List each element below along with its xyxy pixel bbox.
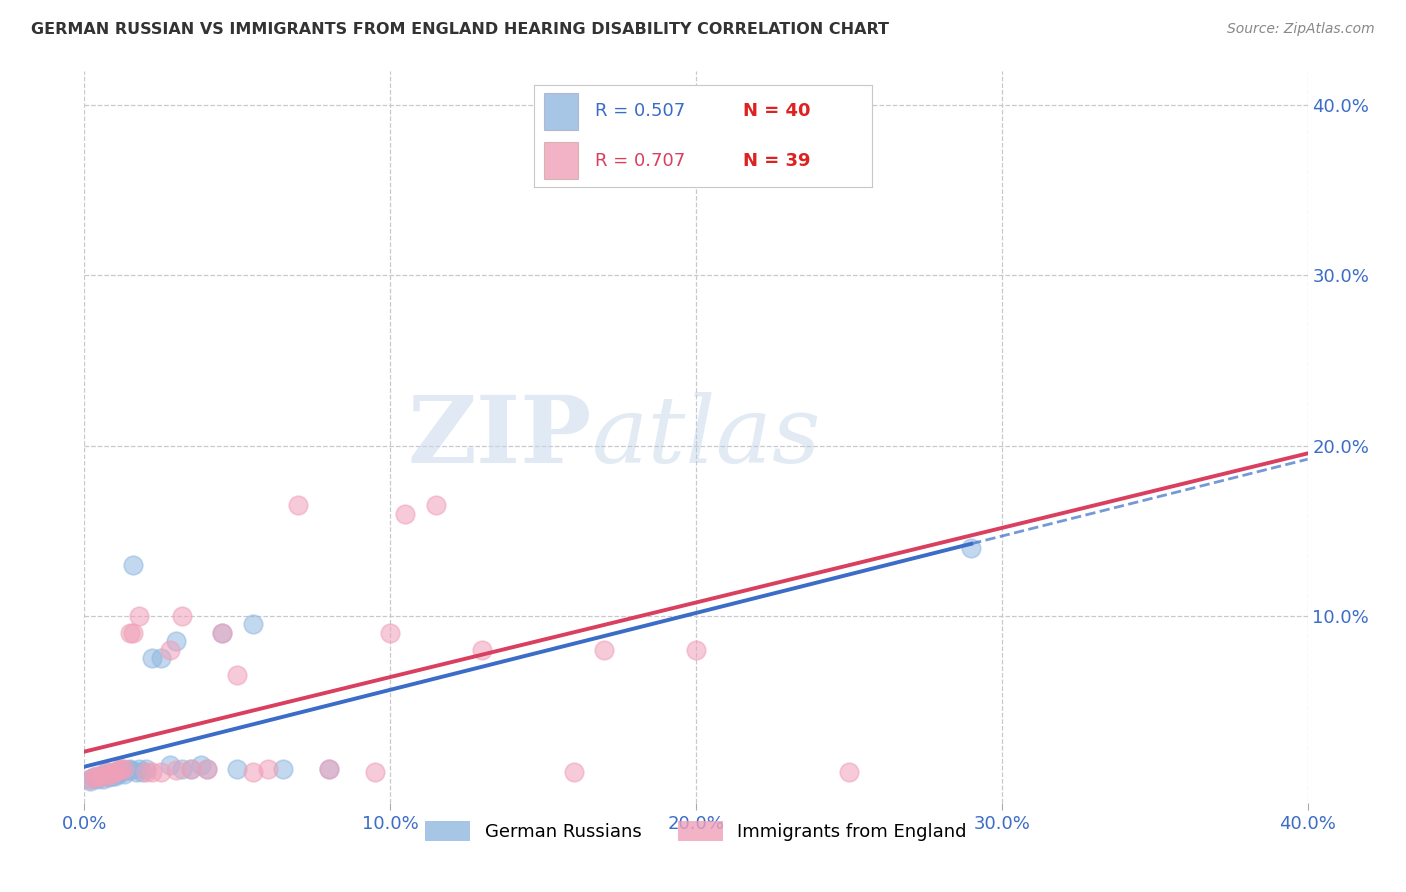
Point: [112, 767, 135, 781]
Text: atlas: atlas: [592, 392, 821, 482]
Point: [128, 608, 150, 623]
Point: [135, 762, 157, 776]
FancyBboxPatch shape: [544, 93, 578, 130]
Text: R = 0.507: R = 0.507: [595, 103, 685, 120]
Point: [79, 773, 101, 788]
Point: [562, 765, 585, 780]
Point: [115, 764, 138, 778]
Point: [89, 770, 111, 784]
Point: [141, 765, 163, 780]
Point: [159, 758, 181, 772]
Point: [685, 642, 707, 657]
Point: [180, 762, 202, 776]
Point: [122, 625, 145, 640]
Point: [120, 625, 142, 640]
Point: [425, 498, 447, 512]
Point: [149, 765, 172, 780]
Point: [141, 651, 163, 665]
Point: [195, 762, 218, 776]
Point: [165, 764, 187, 778]
Text: Source: ZipAtlas.com: Source: ZipAtlas.com: [1227, 22, 1375, 37]
Point: [94, 768, 117, 782]
Point: [94, 768, 117, 782]
Point: [104, 765, 127, 780]
Point: [83, 770, 105, 784]
Point: [89, 768, 111, 782]
Point: [287, 498, 309, 512]
Point: [380, 625, 402, 640]
Point: [104, 768, 127, 782]
Point: [180, 762, 202, 776]
Point: [135, 765, 157, 780]
Point: [97, 767, 120, 781]
Point: [91, 767, 114, 781]
Point: [91, 772, 114, 786]
Point: [131, 765, 153, 780]
Point: [226, 762, 249, 776]
Text: ZIP: ZIP: [408, 392, 592, 482]
Point: [110, 762, 132, 776]
Point: [593, 642, 616, 657]
Point: [122, 558, 145, 572]
Point: [125, 765, 148, 780]
Point: [107, 767, 129, 781]
Point: [242, 617, 264, 632]
Point: [318, 762, 340, 776]
Point: [149, 651, 172, 665]
Point: [471, 642, 494, 657]
Point: [83, 770, 105, 784]
Point: [159, 642, 181, 657]
Text: R = 0.707: R = 0.707: [595, 152, 685, 169]
Point: [79, 772, 101, 786]
Point: [97, 770, 120, 784]
Point: [318, 762, 340, 776]
FancyBboxPatch shape: [544, 142, 578, 179]
Point: [101, 767, 124, 781]
Point: [89, 770, 111, 784]
Point: [120, 762, 142, 776]
Point: [211, 625, 233, 640]
Point: [226, 668, 249, 682]
Point: [101, 768, 124, 782]
Legend: German Russians, Immigrants from England: German Russians, Immigrants from England: [418, 814, 974, 848]
Point: [257, 762, 280, 776]
Point: [211, 625, 233, 640]
Point: [364, 765, 387, 780]
Point: [960, 541, 983, 555]
Point: [120, 764, 142, 778]
Point: [94, 765, 117, 780]
Point: [104, 765, 127, 780]
Point: [79, 772, 101, 786]
Point: [838, 765, 860, 780]
Point: [190, 758, 212, 772]
Point: [128, 762, 150, 776]
Text: N = 40: N = 40: [744, 103, 811, 120]
Point: [86, 768, 108, 782]
Point: [107, 764, 129, 778]
Point: [112, 762, 135, 776]
Point: [195, 762, 218, 776]
Text: N = 39: N = 39: [744, 152, 811, 169]
Point: [271, 762, 294, 776]
Point: [172, 608, 194, 623]
Text: GERMAN RUSSIAN VS IMMIGRANTS FROM ENGLAND HEARING DISABILITY CORRELATION CHART: GERMAN RUSSIAN VS IMMIGRANTS FROM ENGLAN…: [31, 22, 889, 37]
Point: [110, 765, 132, 780]
Point: [394, 507, 416, 521]
Point: [172, 762, 194, 776]
Point: [97, 765, 120, 780]
Point: [165, 634, 187, 648]
Point: [110, 762, 132, 776]
Point: [242, 765, 264, 780]
Point: [86, 772, 108, 786]
